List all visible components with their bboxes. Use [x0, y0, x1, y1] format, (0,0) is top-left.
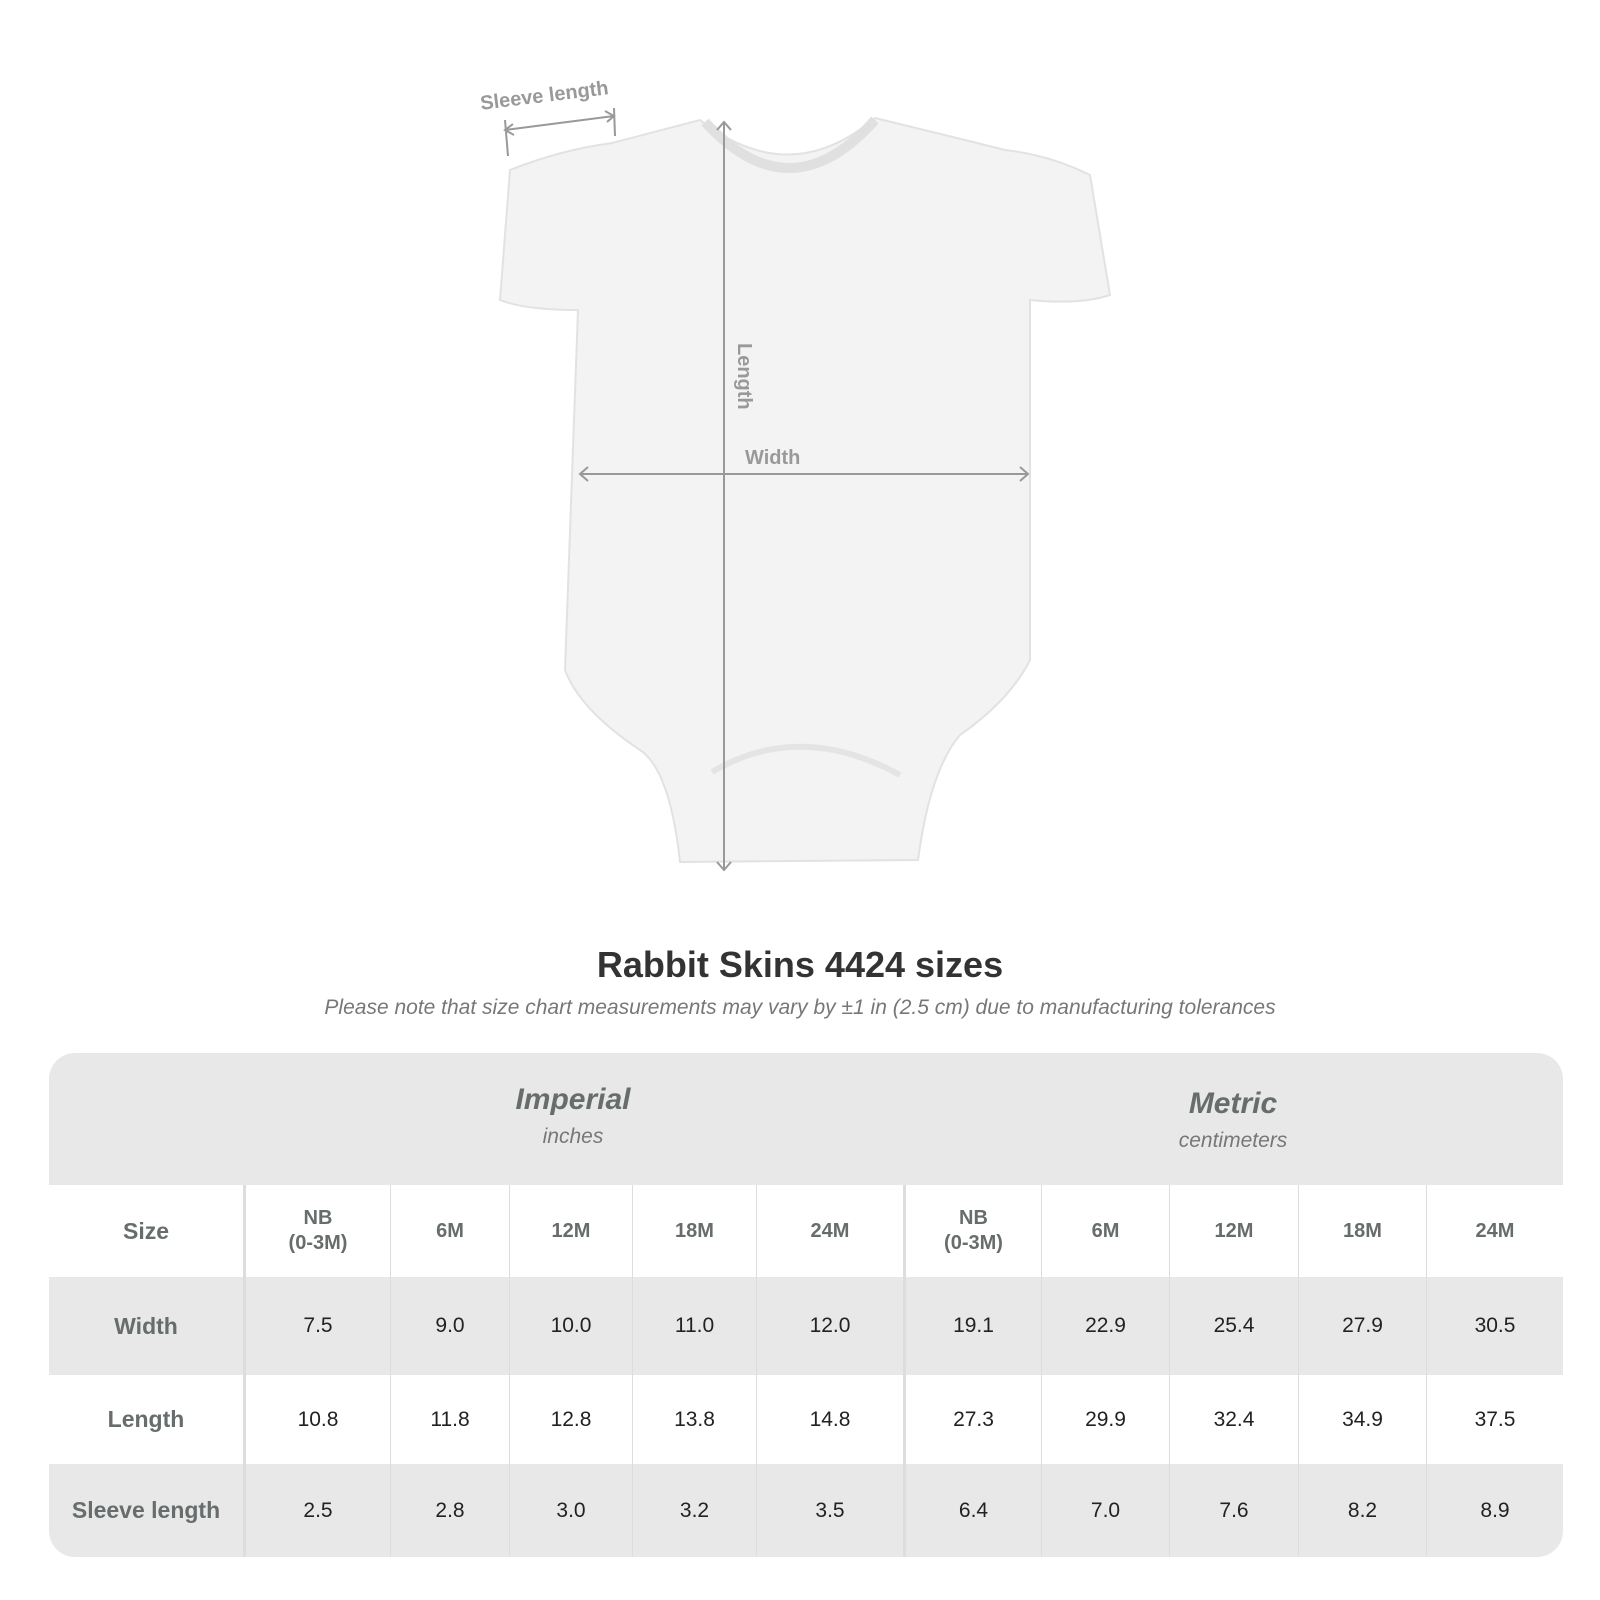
measurement-cell: 8.9 [1426, 1464, 1563, 1557]
measurement-cell: 29.9 [1041, 1375, 1169, 1464]
tolerance-note: Please note that size chart measurements… [324, 996, 1276, 1019]
measurement-cell: 3.2 [632, 1464, 756, 1557]
sleeve-measure-arrow [503, 107, 616, 157]
size-header-cell: 12M [509, 1185, 632, 1277]
measurement-cell: 10.8 [243, 1375, 390, 1464]
measurement-cell: 25.4 [1169, 1277, 1298, 1375]
row-label: Length [107, 1406, 185, 1432]
measurement-cell: 27.9 [1298, 1277, 1426, 1375]
size-table: Imperial inches Metric centimeters Size N… [49, 1053, 1563, 1557]
measurement-cell: 32.4 [1169, 1375, 1298, 1464]
onesie-shape [498, 116, 1112, 864]
measurement-cell: 11.8 [390, 1375, 509, 1464]
measurement-cell: 7.6 [1169, 1464, 1298, 1557]
size-header-cell: 24M [1426, 1185, 1563, 1277]
measurement-cell: 30.5 [1426, 1277, 1563, 1375]
imperial-unit: inches [542, 1125, 604, 1148]
size-header-row: Size NB (0-3M) 6M 12M 18M 24M NB (0-3M) 6M 12M 18… [49, 1185, 1563, 1277]
imperial-heading: Imperial [515, 1083, 631, 1116]
measurement-cell: 12.8 [509, 1375, 632, 1464]
length-measure-arrow [716, 120, 732, 872]
measurement-cell: 19.1 [903, 1277, 1041, 1375]
onesie-illustration [498, 107, 1112, 872]
row-label: Width [114, 1312, 178, 1339]
page-title: Rabbit Skins 4424 sizes [596, 944, 1004, 985]
metric-unit: centimeters [1178, 1129, 1288, 1152]
size-header-cell: NB (0-3M) [243, 1185, 390, 1277]
width-label: Width [745, 447, 801, 469]
table-row: Width 7.5 9.0 10.0 11.0 12.0 19.1 22.9 25.4 27.9 3… [49, 1277, 1563, 1375]
size-header-cell: 18M [632, 1185, 756, 1277]
measurement-cell: 8.2 [1298, 1464, 1426, 1557]
measurement-cell: 2.5 [243, 1464, 390, 1557]
row-label: Sleeve length [71, 1497, 221, 1523]
table-row: Sleeve length 2.5 2.8 3.0 3.2 3.5 6.4 7.0 7.6 8.2… [49, 1464, 1563, 1557]
measurement-cell: 10.0 [509, 1277, 632, 1375]
table-row: Length 10.8 11.8 12.8 13.8 14.8 27.3 29.9 32.4 34… [49, 1375, 1563, 1464]
imperial-header: Imperial inches [243, 1053, 903, 1185]
size-header-cell: NB (0-3M) [903, 1185, 1041, 1277]
measurement-cell: 37.5 [1426, 1375, 1563, 1464]
measurement-cell: 6.4 [903, 1464, 1041, 1557]
measurement-cell: 11.0 [632, 1277, 756, 1375]
measurement-cell: 13.8 [632, 1375, 756, 1464]
size-header-cell: 6M [1041, 1185, 1169, 1277]
size-header-cell: 6M [390, 1185, 509, 1277]
measurement-cell: 27.3 [903, 1375, 1041, 1464]
measurement-cell: 2.8 [390, 1464, 509, 1557]
measurement-cell: 34.9 [1298, 1375, 1426, 1464]
size-header-cell: 12M [1169, 1185, 1298, 1277]
measurement-cell: 22.9 [1041, 1277, 1169, 1375]
measurement-cell: 3.0 [509, 1464, 632, 1557]
measurement-cell: 14.8 [756, 1375, 903, 1464]
length-label: Length [733, 343, 755, 410]
size-header-cell: 18M [1298, 1185, 1426, 1277]
measurement-cell: 7.0 [1041, 1464, 1169, 1557]
metric-heading: Metric [1188, 1087, 1278, 1120]
width-measure-arrow [578, 466, 1030, 482]
measurement-cell: 12.0 [756, 1277, 903, 1375]
measurement-cell: 3.5 [756, 1464, 903, 1557]
size-header-cell: 24M [756, 1185, 903, 1277]
metric-header: Metric centimeters [903, 1053, 1563, 1185]
measurement-cell: 7.5 [243, 1277, 390, 1375]
size-column-header: Size [122, 1217, 170, 1244]
measurement-cell: 9.0 [390, 1277, 509, 1375]
